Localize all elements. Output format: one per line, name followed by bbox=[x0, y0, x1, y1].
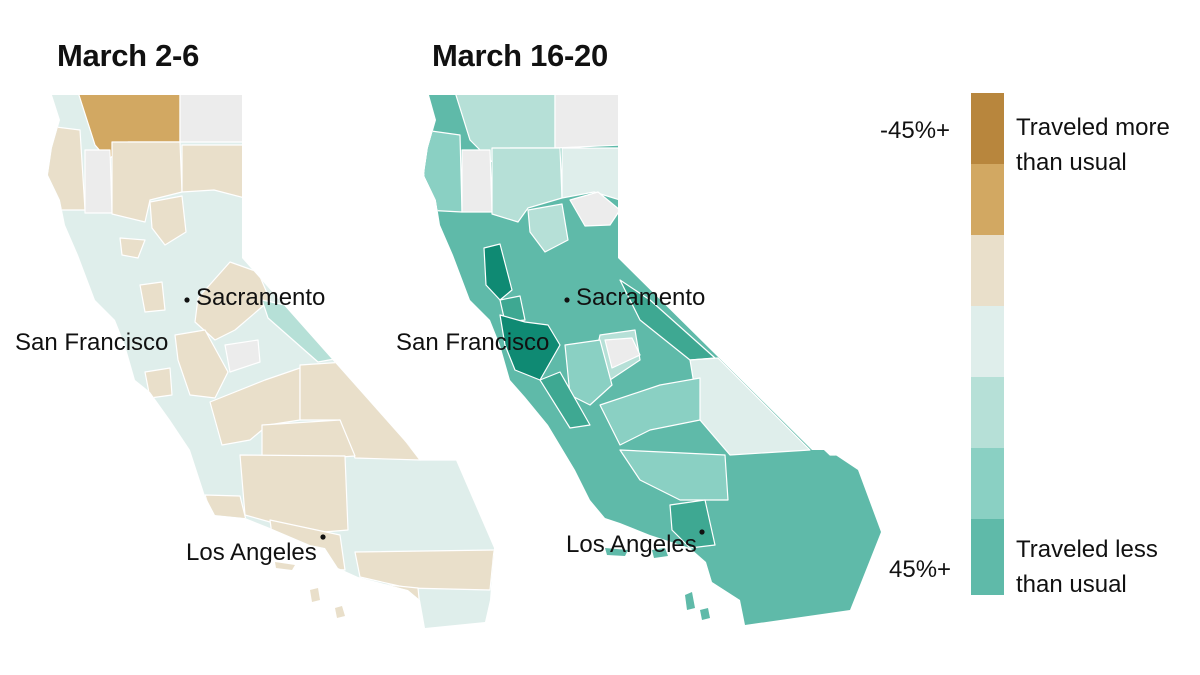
legend-swatch bbox=[971, 448, 1004, 519]
legend-top-value: -45%+ bbox=[880, 117, 951, 144]
county-region bbox=[554, 95, 623, 149]
city-label-los-angeles: Los Angeles bbox=[186, 539, 317, 566]
legend-swatch bbox=[971, 235, 1004, 306]
city-label-san-francisco: San Francisco bbox=[15, 329, 168, 356]
legend-bottom-label: Traveled less than usual bbox=[1016, 532, 1158, 602]
county-region bbox=[179, 95, 246, 143]
county-region bbox=[461, 149, 493, 213]
county-region bbox=[499, 314, 561, 381]
city-label-san-francisco: San Francisco bbox=[396, 329, 549, 356]
legend-bottom-label-line1: Traveled less bbox=[1016, 536, 1158, 563]
county-region bbox=[561, 147, 621, 201]
legend-top-label-line1: Traveled more bbox=[1016, 114, 1170, 141]
county-region bbox=[604, 337, 641, 369]
channel-islands bbox=[275, 562, 345, 618]
county-region bbox=[483, 243, 513, 301]
county-region bbox=[599, 377, 701, 446]
city-label-sacramento: Sacramento bbox=[576, 284, 705, 311]
county-region bbox=[224, 339, 261, 373]
county-region bbox=[539, 371, 591, 429]
county-region bbox=[209, 367, 301, 446]
county-region bbox=[569, 191, 621, 227]
county-region bbox=[181, 144, 246, 199]
city-dot-los-angeles bbox=[699, 529, 705, 535]
map-title-march-2-6: March 2-6 bbox=[57, 38, 200, 73]
county-region bbox=[139, 281, 166, 313]
county-region bbox=[204, 494, 247, 521]
legend-bottom-value: 45%+ bbox=[889, 556, 952, 583]
city-label-los-angeles: Los Angeles bbox=[566, 531, 697, 558]
county-region bbox=[424, 129, 463, 213]
legend-swatch bbox=[971, 164, 1004, 235]
legend-swatch bbox=[971, 519, 1004, 595]
county-region bbox=[149, 195, 187, 246]
county-region bbox=[174, 329, 229, 399]
map-title-march-16-20: March 16-20 bbox=[432, 38, 608, 73]
legend-swatch bbox=[971, 93, 1004, 164]
legend-top-label: Traveled more than usual bbox=[1016, 110, 1170, 180]
city-dot-los-angeles bbox=[320, 534, 326, 540]
legend-bottom-label-line2: than usual bbox=[1016, 571, 1127, 598]
city-markers-right: Sacramento San Francisco Los Angeles bbox=[396, 284, 705, 558]
city-markers-left: Sacramento San Francisco Los Angeles bbox=[15, 284, 326, 566]
county-region bbox=[499, 295, 526, 323]
county-region bbox=[564, 339, 613, 406]
county-region bbox=[261, 419, 356, 461]
county-region bbox=[84, 149, 113, 214]
city-dot-sacramento bbox=[564, 297, 570, 303]
county-region bbox=[111, 141, 183, 223]
county-region bbox=[527, 203, 569, 253]
county-region bbox=[354, 549, 494, 591]
city-label-sacramento: Sacramento bbox=[196, 284, 325, 311]
county-region bbox=[669, 499, 716, 549]
channel-islands bbox=[605, 548, 710, 620]
county-region bbox=[144, 367, 173, 399]
legend-swatch bbox=[971, 377, 1004, 448]
county-region bbox=[48, 124, 86, 211]
city-dot-sacramento bbox=[184, 297, 190, 303]
county-region bbox=[357, 581, 423, 628]
county-region bbox=[491, 147, 563, 223]
legend-swatch bbox=[971, 306, 1004, 377]
county-region bbox=[119, 237, 146, 259]
legend-top-label-line2: than usual bbox=[1016, 149, 1127, 176]
